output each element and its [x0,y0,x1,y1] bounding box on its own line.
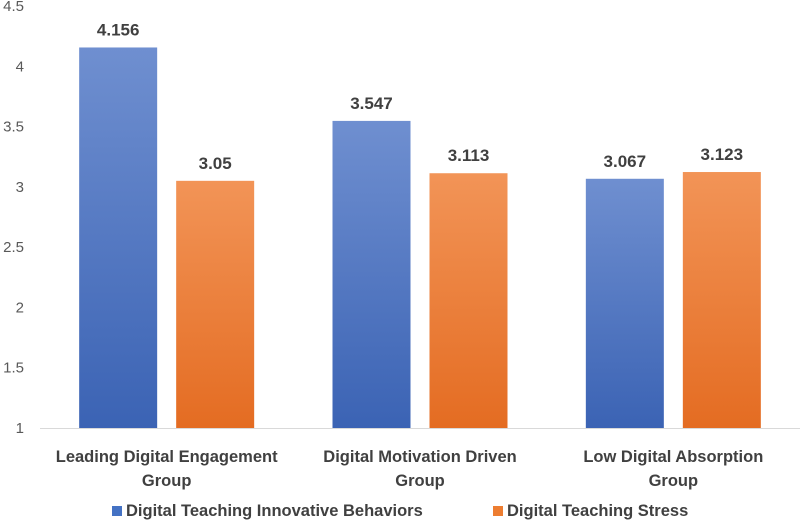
legend-swatch [493,506,503,516]
y-tick-label: 1 [16,420,24,437]
data-label: 3.05 [199,154,232,173]
bar [682,172,761,428]
x-axis: Leading Digital Engagement Group Digital M… [40,428,800,490]
bar [429,173,508,428]
bar [585,178,664,428]
legend-swatch [112,506,122,516]
category-label: Low Digital Absorption [583,448,763,466]
category-label: Digital Motivation Driven [323,448,516,466]
data-label: 3.123 [701,145,744,164]
y-tick-label: 4.5 [3,0,24,15]
y-tick-label: 2 [16,299,24,316]
data-label: 3.547 [350,94,393,113]
bar [79,47,158,429]
legend: Digital Teaching Innovative Behaviors Dig… [112,502,688,520]
y-tick-label: 4 [16,58,24,75]
data-label: 3.067 [604,152,647,171]
y-tick-label: 3 [16,179,24,196]
data-label: 4.156 [97,20,140,39]
category-label: Group [395,472,445,490]
y-tick-label: 3.5 [3,119,24,136]
y-tick-label: 2.5 [3,239,24,256]
bar [176,180,255,428]
bars: 4.156 3.05 3.547 3.113 3.067 3.123 [79,20,761,429]
legend-label: Digital Teaching Stress [507,502,688,520]
bar [332,120,411,428]
category-label: Group [142,472,192,490]
y-axis: 1 1.5 2 2.5 3 3.5 4 4.5 [3,0,24,437]
category-label: Group [649,472,699,490]
y-tick-label: 1.5 [3,360,24,377]
data-label: 3.113 [448,146,490,165]
legend-label: Digital Teaching Innovative Behaviors [126,502,423,520]
category-label: Leading Digital Engagement [56,448,278,466]
